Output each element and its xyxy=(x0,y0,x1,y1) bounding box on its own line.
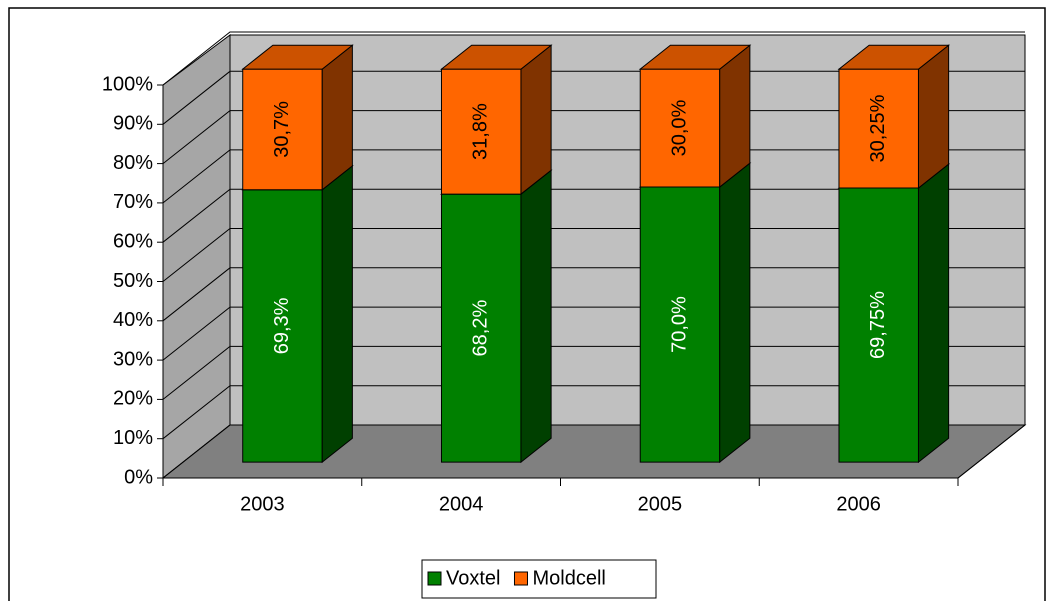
y-tick-label: 20% xyxy=(113,388,153,410)
bar-side xyxy=(719,162,751,464)
y-tick-label: 100% xyxy=(102,73,153,95)
grid-line xyxy=(162,188,1025,243)
legend: Voxtel Moldcell xyxy=(427,567,606,589)
bar-side xyxy=(321,164,353,464)
y-tick-label: 30% xyxy=(113,348,153,370)
bar-top xyxy=(440,44,553,70)
data-label: 69,3% xyxy=(271,297,293,354)
bar-segment: 70,0% xyxy=(638,162,752,464)
bar-top xyxy=(638,44,752,70)
bar-segment: 69,75% xyxy=(837,163,951,464)
bar-top xyxy=(837,44,951,70)
bars: 69,3% 30,7% 68,2% 31,8% 70,0% 30,0% 69,75% 30,2… xyxy=(241,44,951,464)
data-label: 68,2% xyxy=(470,300,492,357)
grid-line xyxy=(162,267,1025,322)
bar-top xyxy=(241,44,354,70)
y-tick-label: 80% xyxy=(113,152,153,174)
y-tick-label: 40% xyxy=(113,309,153,331)
data-label: 30,0% xyxy=(668,99,690,156)
x-tick-label: 2006 xyxy=(836,493,881,515)
y-tick-label: 50% xyxy=(113,270,153,292)
data-label: 69,75% xyxy=(867,291,889,359)
grid-line xyxy=(162,345,1025,400)
bar-side xyxy=(321,44,353,191)
legend-swatch xyxy=(427,571,442,586)
x-tick-label: 2003 xyxy=(240,493,285,515)
y-tick-label: 90% xyxy=(113,113,153,135)
y-tick-label: 60% xyxy=(113,230,153,252)
floor-edge xyxy=(957,424,1026,479)
y-tick-label: 0% xyxy=(124,466,153,488)
data-label: 70,0% xyxy=(668,296,690,353)
x-tick-label: 2005 xyxy=(638,493,683,515)
legend-label: Voxtel xyxy=(446,567,500,589)
grid-line xyxy=(162,149,1025,204)
axis: 0% 10% 20% 30% 40% 50% 60% 70% 80% 90% 100% 2003 200… xyxy=(102,73,1026,515)
bar-segment: 69,3% xyxy=(241,164,354,464)
data-label: 30,7% xyxy=(271,101,293,158)
grid-line xyxy=(162,306,1025,361)
grid xyxy=(162,31,1025,479)
data-label: 31,8% xyxy=(470,103,492,160)
legend-box xyxy=(421,559,657,599)
bar-side xyxy=(520,44,552,196)
bar-segment: 30,0% xyxy=(638,44,752,189)
bar-segment: 30,25% xyxy=(837,44,951,190)
grid-line xyxy=(162,228,1025,282)
bar-segment: 31,8% xyxy=(440,44,553,196)
grid-line xyxy=(162,385,1025,440)
grid-line xyxy=(162,70,1025,125)
bar-segment: 68,2% xyxy=(440,169,553,464)
grid-line xyxy=(162,110,1025,164)
y-tick-label: 10% xyxy=(113,427,153,449)
bar-side xyxy=(719,44,751,189)
y-tick-label: 70% xyxy=(113,191,153,213)
bar-side xyxy=(917,163,950,464)
data-label: 30,25% xyxy=(867,94,889,162)
bar-side xyxy=(917,44,950,190)
grid-line xyxy=(162,31,1025,86)
legend-swatch xyxy=(513,571,528,586)
side-wall xyxy=(162,34,231,480)
grid-line xyxy=(162,424,1025,479)
bar-side xyxy=(520,169,552,464)
legend-label: Moldcell xyxy=(532,567,605,589)
x-tick-label: 2004 xyxy=(439,493,484,515)
bar-segment: 30,7% xyxy=(241,44,354,191)
